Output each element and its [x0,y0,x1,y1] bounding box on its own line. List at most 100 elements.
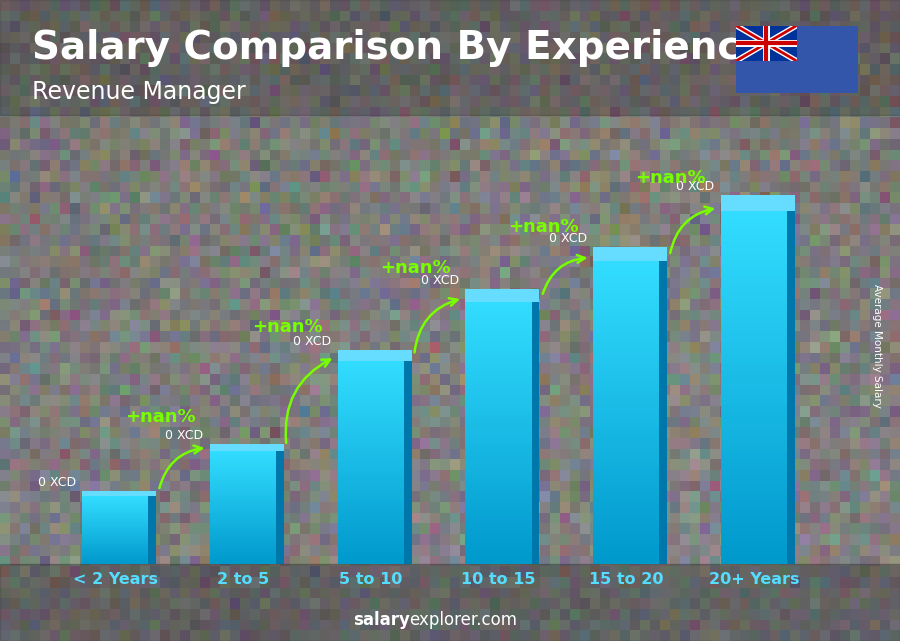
Bar [593,327,660,332]
Bar [82,496,148,497]
Bar [150,406,300,428]
Bar [721,394,788,399]
Bar [465,512,532,516]
Bar [465,450,532,455]
Bar [150,320,300,342]
Bar [750,620,900,641]
Bar [721,247,788,253]
Text: Revenue Manager: Revenue Manager [32,80,245,104]
Bar [600,128,750,149]
Bar [82,548,148,549]
Bar [450,107,600,128]
Bar [750,449,900,470]
Bar [82,554,148,555]
Bar [721,429,788,435]
Bar [82,542,148,544]
Bar [465,437,532,442]
Bar [210,562,276,564]
Bar [750,235,900,256]
Bar [338,523,404,527]
Bar [150,64,300,85]
Bar [465,433,532,437]
Bar [338,462,404,466]
Bar [465,442,532,446]
Bar [450,449,600,470]
Bar [593,301,660,306]
Bar [593,438,660,443]
Bar [0,620,150,641]
Bar [82,545,148,547]
Bar [721,464,788,470]
Bar [750,577,900,598]
Bar [338,421,404,425]
Bar [210,472,276,474]
Bar [150,577,300,598]
Bar [210,483,276,485]
Bar [0,385,150,406]
Bar [450,342,600,363]
Bar [593,367,660,372]
Bar [600,556,750,577]
Bar [82,547,148,548]
Bar [593,347,660,352]
Bar [150,556,300,577]
Polygon shape [465,289,539,302]
Bar [600,513,750,534]
Bar [338,364,404,367]
Bar [338,455,404,459]
Bar [721,229,788,235]
Bar [721,381,788,388]
Bar [721,212,788,217]
Bar [82,526,148,528]
Bar [82,551,148,553]
Text: +nan%: +nan% [508,219,579,237]
Bar [721,458,788,464]
Bar [82,511,148,512]
Bar [210,547,276,549]
Bar [82,540,148,542]
Bar [465,372,532,376]
Bar [210,553,276,554]
Bar [465,533,532,538]
Bar [600,428,750,449]
Bar [300,534,450,556]
Bar [82,558,148,560]
Bar [465,490,532,494]
Bar [210,502,276,504]
Bar [465,463,532,468]
Bar [721,476,788,482]
Bar [721,282,788,288]
Polygon shape [276,451,284,564]
Text: 0 XCD: 0 XCD [38,476,76,489]
Bar [721,546,788,553]
Bar [593,488,660,494]
Bar [210,464,276,466]
Bar [750,470,900,492]
Text: 0 XCD: 0 XCD [548,231,587,245]
Bar [593,281,660,287]
Bar [450,43,600,64]
Bar [450,235,600,256]
Bar [721,440,788,447]
Bar [0,406,150,428]
Bar [450,513,600,534]
Text: 0 XCD: 0 XCD [676,180,715,193]
Bar [150,598,300,620]
Text: Salary Comparison By Experience: Salary Comparison By Experience [32,29,766,67]
Bar [593,453,660,458]
Bar [721,264,788,271]
Bar [210,485,276,487]
Bar [721,405,788,412]
Bar [600,149,750,171]
Bar [338,496,404,500]
Bar [450,149,600,171]
Bar [338,408,404,412]
Bar [721,294,788,299]
Bar [0,513,150,534]
Bar [210,477,276,479]
Bar [465,363,532,367]
Bar [465,524,532,529]
Bar [210,476,276,478]
Bar [600,171,750,192]
Bar [338,537,404,540]
